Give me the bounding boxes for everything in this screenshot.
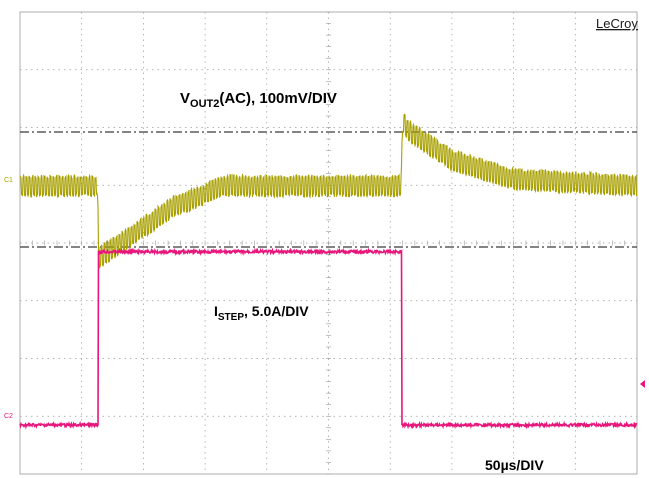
ch2-label-main: I bbox=[214, 303, 218, 319]
traces bbox=[19, 113, 638, 430]
ch1-label-sub: OUT2 bbox=[190, 98, 219, 110]
trigger-level-marker bbox=[640, 380, 645, 388]
ch1-trace bbox=[19, 113, 638, 269]
ch2-label-rest: , 5.0A/DIV bbox=[244, 303, 309, 319]
ch1-tag: C1 bbox=[4, 177, 13, 184]
ch2-label: ISTEP, 5.0A/DIV bbox=[214, 303, 309, 323]
brand-logo: LeCroy bbox=[596, 16, 638, 31]
ch2-tag: C2 bbox=[4, 413, 13, 420]
ch2-trace bbox=[19, 247, 638, 430]
ch1-label: VOUT2(AC), 100mV/DIV bbox=[180, 90, 337, 110]
ch1-label-rest: (AC), 100mV/DIV bbox=[219, 90, 337, 107]
cursor-lines bbox=[20, 131, 637, 248]
ch1-label-main: V bbox=[180, 90, 190, 107]
graticule bbox=[19, 11, 638, 475]
ch2-label-sub: STEP bbox=[218, 312, 244, 323]
timebase-label: 50µs/DIV bbox=[485, 457, 544, 473]
